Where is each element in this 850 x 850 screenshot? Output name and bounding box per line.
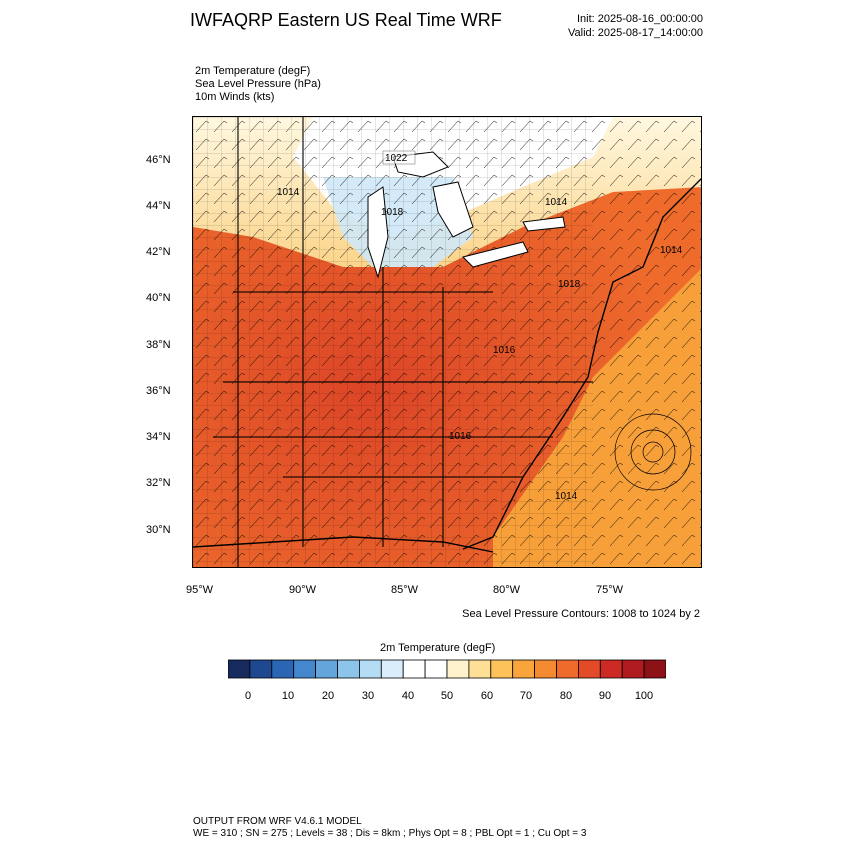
colorbar-swatch bbox=[271, 659, 295, 679]
footer-model: OUTPUT FROM WRF V4.6.1 MODEL bbox=[193, 816, 362, 827]
colorbar-title: 2m Temperature (degF) bbox=[380, 642, 496, 654]
colorbar-label: 20 bbox=[321, 690, 335, 702]
colorbar-swatch bbox=[358, 659, 382, 679]
colorbar-swatch bbox=[249, 659, 273, 679]
pressure-label: 1018 bbox=[381, 207, 404, 218]
colorbar-label: 30 bbox=[361, 690, 375, 702]
colorbar-swatch bbox=[402, 659, 426, 679]
lat-label: 32°N bbox=[146, 477, 171, 489]
lat-label: 42°N bbox=[146, 246, 171, 258]
colorbar-swatch bbox=[293, 659, 316, 679]
colorbar-swatch bbox=[643, 659, 666, 679]
lat-label: 38°N bbox=[146, 339, 171, 351]
lat-label: 40°N bbox=[146, 292, 171, 304]
lat-label: 34°N bbox=[146, 431, 171, 443]
lon-label: 80°W bbox=[493, 584, 521, 596]
colorbar-label: 100 bbox=[634, 690, 654, 702]
init-time: Init: 2025-08-16_00:00:00 bbox=[577, 13, 703, 25]
colorbar-swatch bbox=[228, 659, 251, 679]
colorbar-swatch bbox=[315, 659, 338, 679]
field-label-temperature: 2m Temperature (degF) bbox=[195, 65, 311, 77]
field-label-winds: 10m Winds (kts) bbox=[195, 91, 275, 103]
plot-title: IWFAQRP Eastern US Real Time WRF bbox=[190, 10, 502, 30]
colorbar-label: 10 bbox=[281, 690, 295, 702]
pressure-label: 1014 bbox=[555, 491, 578, 502]
map-panel: 1022 1014 1018 1014 1014 1018 1016 1016 … bbox=[192, 116, 702, 568]
colorbar-label: 0 bbox=[244, 690, 252, 702]
valid-time: Valid: 2025-08-17_14:00:00 bbox=[568, 27, 703, 39]
temperature-map: 1022 1014 1018 1014 1014 1018 1016 1016 … bbox=[193, 117, 701, 567]
colorbar-swatch bbox=[490, 659, 514, 679]
colorbar-label: 40 bbox=[401, 690, 415, 702]
colorbar-swatch bbox=[424, 659, 448, 679]
field-label-pressure: Sea Level Pressure (hPa) bbox=[195, 78, 321, 90]
colorbar-swatch bbox=[556, 659, 579, 679]
colorbar-swatch bbox=[337, 659, 360, 679]
lat-label: 30°N bbox=[146, 524, 171, 536]
pressure-label: 1016 bbox=[449, 431, 472, 442]
pressure-label: 1022 bbox=[385, 153, 408, 164]
contour-note: Sea Level Pressure Contours: 1008 to 102… bbox=[462, 608, 700, 620]
pressure-label: 1014 bbox=[660, 245, 683, 256]
pressure-label: 1014 bbox=[545, 197, 568, 208]
colorbar-swatch bbox=[577, 659, 601, 679]
colorbar-swatch bbox=[380, 659, 404, 679]
colorbar-swatch bbox=[621, 659, 645, 679]
colorbar-label: 60 bbox=[480, 690, 494, 702]
colorbar-label: 80 bbox=[559, 690, 573, 702]
colorbar-label: 70 bbox=[519, 690, 533, 702]
pressure-label: 1018 bbox=[558, 279, 581, 290]
footer-settings: WE = 310 ; SN = 275 ; Levels = 38 ; Dis … bbox=[193, 828, 587, 839]
colorbar bbox=[228, 659, 666, 679]
lon-label: 90°W bbox=[289, 584, 317, 596]
colorbar-swatch bbox=[534, 659, 557, 679]
lat-label: 44°N bbox=[146, 200, 171, 212]
colorbar-swatch bbox=[468, 659, 492, 679]
colorbar-label: 90 bbox=[598, 690, 612, 702]
colorbar-swatch bbox=[446, 659, 470, 679]
pressure-label: 1016 bbox=[493, 345, 516, 356]
colorbar-swatch bbox=[599, 659, 623, 679]
lon-label: 95°W bbox=[186, 584, 214, 596]
colorbar-swatch bbox=[512, 659, 536, 679]
lon-label: 85°W bbox=[391, 584, 419, 596]
pressure-label: 1014 bbox=[277, 187, 300, 198]
lat-label: 46°N bbox=[146, 154, 171, 166]
colorbar-label: 50 bbox=[440, 690, 454, 702]
lat-label: 36°N bbox=[146, 385, 171, 397]
lon-label: 75°W bbox=[596, 584, 624, 596]
